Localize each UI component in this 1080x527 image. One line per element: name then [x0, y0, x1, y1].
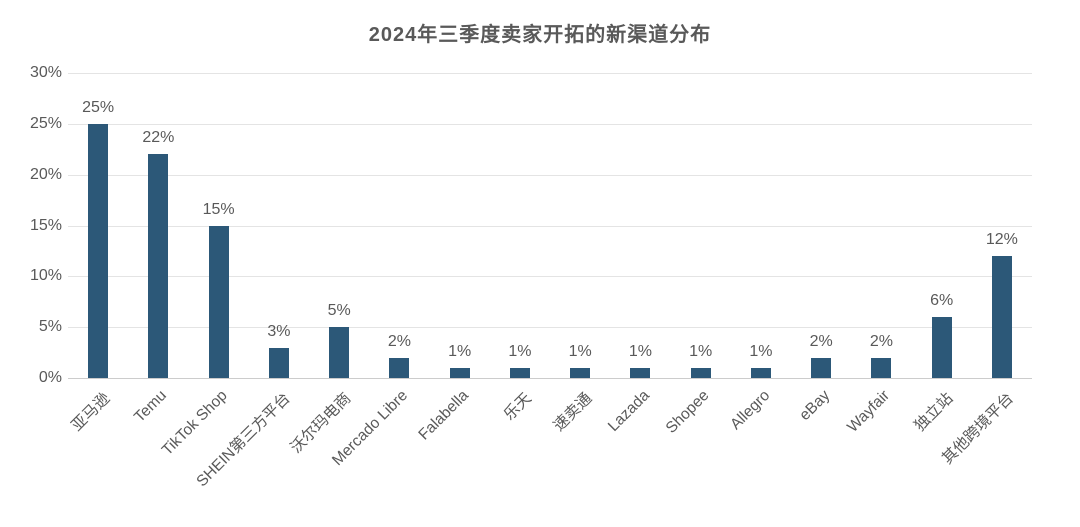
y-tick-label: 5%	[38, 318, 62, 336]
bar-value-label: 1%	[689, 342, 713, 360]
x-tick-label-text: 独立站	[911, 389, 957, 435]
bar-value-label: 6%	[930, 292, 954, 309]
bar-value-label: 15%	[202, 200, 235, 218]
x-tick-label-text: Temu	[131, 387, 171, 426]
bar	[268, 347, 289, 378]
bar-value-label: 2%	[809, 332, 833, 350]
bar-value-label: 1%	[749, 342, 773, 360]
x-tick-label-text: Allegro	[726, 387, 773, 434]
gridline	[68, 276, 1032, 278]
y-tick-label: 20%	[29, 165, 62, 183]
y-tick-label: 25%	[29, 114, 62, 132]
plot-area: 25% 亚马逊 22% Temu 15% TikTok Shop 3% SHEIN第三方平台 5…	[68, 73, 1032, 490]
y-tick-label: 10%	[29, 267, 62, 285]
bar-value-label: 12%	[985, 231, 1018, 248]
x-tick-label-text: Wayfair	[844, 387, 894, 436]
bar-value-label: 3%	[267, 322, 291, 340]
x-axis-line	[68, 378, 1032, 379]
bar	[871, 357, 892, 378]
gridline	[68, 225, 1032, 227]
bar	[88, 123, 109, 378]
bar	[449, 367, 470, 378]
bar-value-label: 5%	[327, 302, 351, 320]
y-tick-label: 30%	[29, 64, 62, 81]
x-tick-label-text: 亚马逊	[68, 389, 113, 435]
bar-value-label: 1%	[448, 342, 472, 360]
bar-value-label: 1%	[508, 342, 532, 360]
bar-value-label: 2%	[869, 332, 893, 350]
bar	[570, 367, 591, 378]
bar	[750, 367, 771, 378]
bar	[329, 327, 350, 378]
gridline	[68, 123, 1032, 125]
bar	[991, 256, 1012, 378]
bar	[690, 367, 711, 378]
bar	[931, 317, 952, 378]
bar	[811, 357, 832, 378]
bar	[509, 367, 530, 378]
x-tick-label-text: Lazada	[604, 387, 653, 435]
chart-title: 2024年三季度卖家开拓的新渠道分布	[368, 24, 712, 46]
bar	[148, 154, 169, 378]
bar-value-label: 1%	[628, 342, 652, 360]
bar	[389, 357, 410, 378]
y-tick-label: 0%	[38, 369, 62, 386]
bar-value-label: 1%	[568, 342, 592, 360]
bar-value-label: 22%	[142, 129, 175, 147]
y-tick-label: 15%	[29, 216, 62, 234]
bar-value-label: 25%	[82, 98, 115, 116]
bar	[630, 367, 651, 378]
gridline	[68, 327, 1032, 329]
x-tick-label-text: eBay	[796, 387, 834, 425]
x-tick-label-text: Shopee	[662, 387, 713, 437]
gridline	[68, 73, 1032, 74]
bar-value-label: 2%	[387, 332, 411, 350]
x-tick-label-text: 速卖通	[550, 389, 595, 435]
x-tick-label-text: 乐天	[500, 389, 535, 424]
gridline	[68, 174, 1032, 176]
bar	[208, 225, 229, 378]
x-tick-label-text: Falabella	[415, 387, 472, 444]
